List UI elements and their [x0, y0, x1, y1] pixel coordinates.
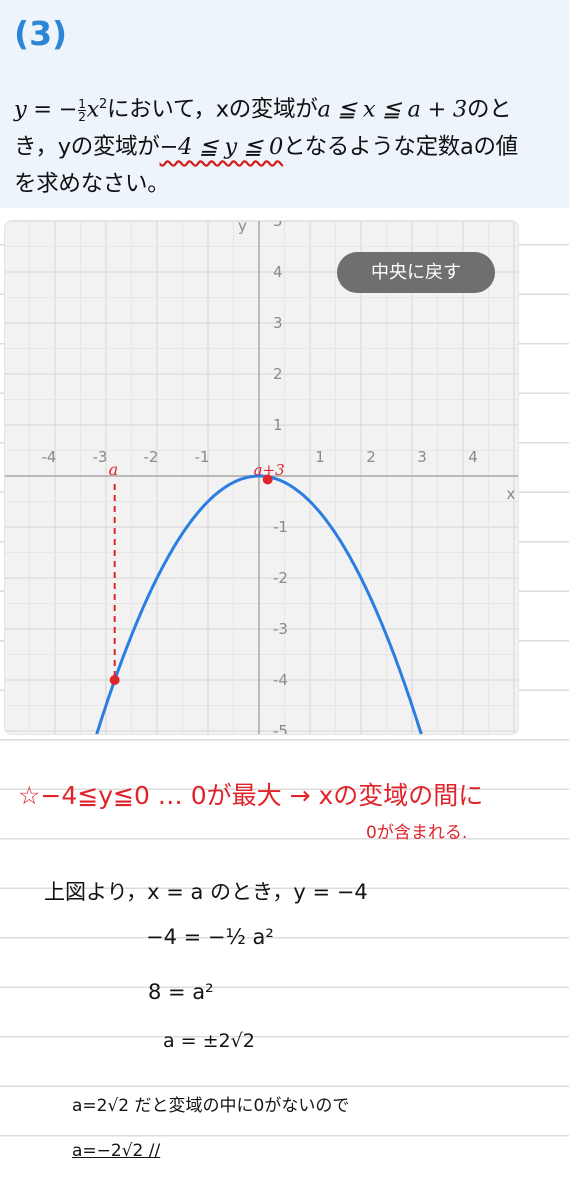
problem-text-5: を求めなさい。	[14, 170, 170, 197]
y-tick-label: -3	[273, 620, 288, 638]
problem-eq-x: x	[86, 96, 100, 123]
x-tick-label: -3	[93, 448, 108, 466]
y-tick-label: 4	[273, 263, 283, 281]
problem-number: (3)	[14, 14, 68, 53]
x-tick-label: -1	[195, 448, 210, 466]
x-tick-label: 1	[315, 448, 325, 466]
parabola-curve	[95, 474, 423, 734]
problem-panel: (3) y = −1 2 x2において，xの変域がa ≦ x ≦ a + 3のと き…	[0, 0, 569, 208]
problem-text-1: において，xの変域が	[106, 96, 318, 123]
problem-domain: a ≦ x ≦ a + 3	[317, 96, 468, 123]
note-line-3: −4 = −½ a²	[146, 925, 274, 949]
x-tick-label: 2	[366, 448, 376, 466]
x-tick-label: 3	[417, 448, 427, 466]
x-tick-label: 4	[468, 448, 478, 466]
x-tick-label: -4	[42, 448, 57, 466]
x-tick-label: -2	[144, 448, 159, 466]
note-line-1b: 0が含まれる.	[366, 823, 468, 843]
problem-text-3: き，yの変域が	[14, 133, 160, 160]
annotation-label-a: a	[109, 460, 119, 479]
problem-text-4: となるような定数aの値	[283, 133, 518, 160]
y-tick-label: 3	[273, 314, 283, 332]
problem-eq-start: y = −	[14, 96, 78, 123]
y-tick-label: -2	[273, 569, 288, 587]
y-tick-label: -1	[273, 518, 288, 536]
note-line-6: a=2√2 だと変域の中に0がないので	[72, 1096, 350, 1116]
note-line-7: a=−2√2 //	[72, 1141, 161, 1161]
note-line-1: ☆−4≦y≦0 … 0が最大 → xの変域の間に	[18, 781, 484, 810]
annotation-point-a3	[262, 474, 273, 485]
note-line-5: a = ±2√2	[163, 1030, 255, 1052]
y-axis-label: y	[238, 221, 247, 235]
y-tick-label: 5	[273, 221, 283, 230]
problem-statement: y = −1 2 x2において，xの変域がa ≦ x ≦ a + 3のと き，yの変…	[14, 96, 518, 197]
problem-range: −4 ≦ y ≦ 0	[159, 133, 284, 160]
annotation-label-a3: a+3	[254, 461, 285, 479]
y-tick-label: 2	[273, 365, 283, 383]
y-tick-label: -5	[273, 722, 288, 734]
x-axis-label: x	[506, 485, 515, 503]
annotation-point-a	[109, 675, 120, 685]
y-tick-label: -4	[273, 671, 288, 689]
note-line-4: 8 = a²	[148, 980, 214, 1004]
reset-center-button[interactable]: 中央に戻す	[337, 252, 495, 293]
note-line-2: 上図より，x = a のとき，y = −4	[44, 880, 368, 904]
y-tick-label: 1	[273, 416, 283, 434]
problem-text-2: のと	[466, 96, 512, 123]
